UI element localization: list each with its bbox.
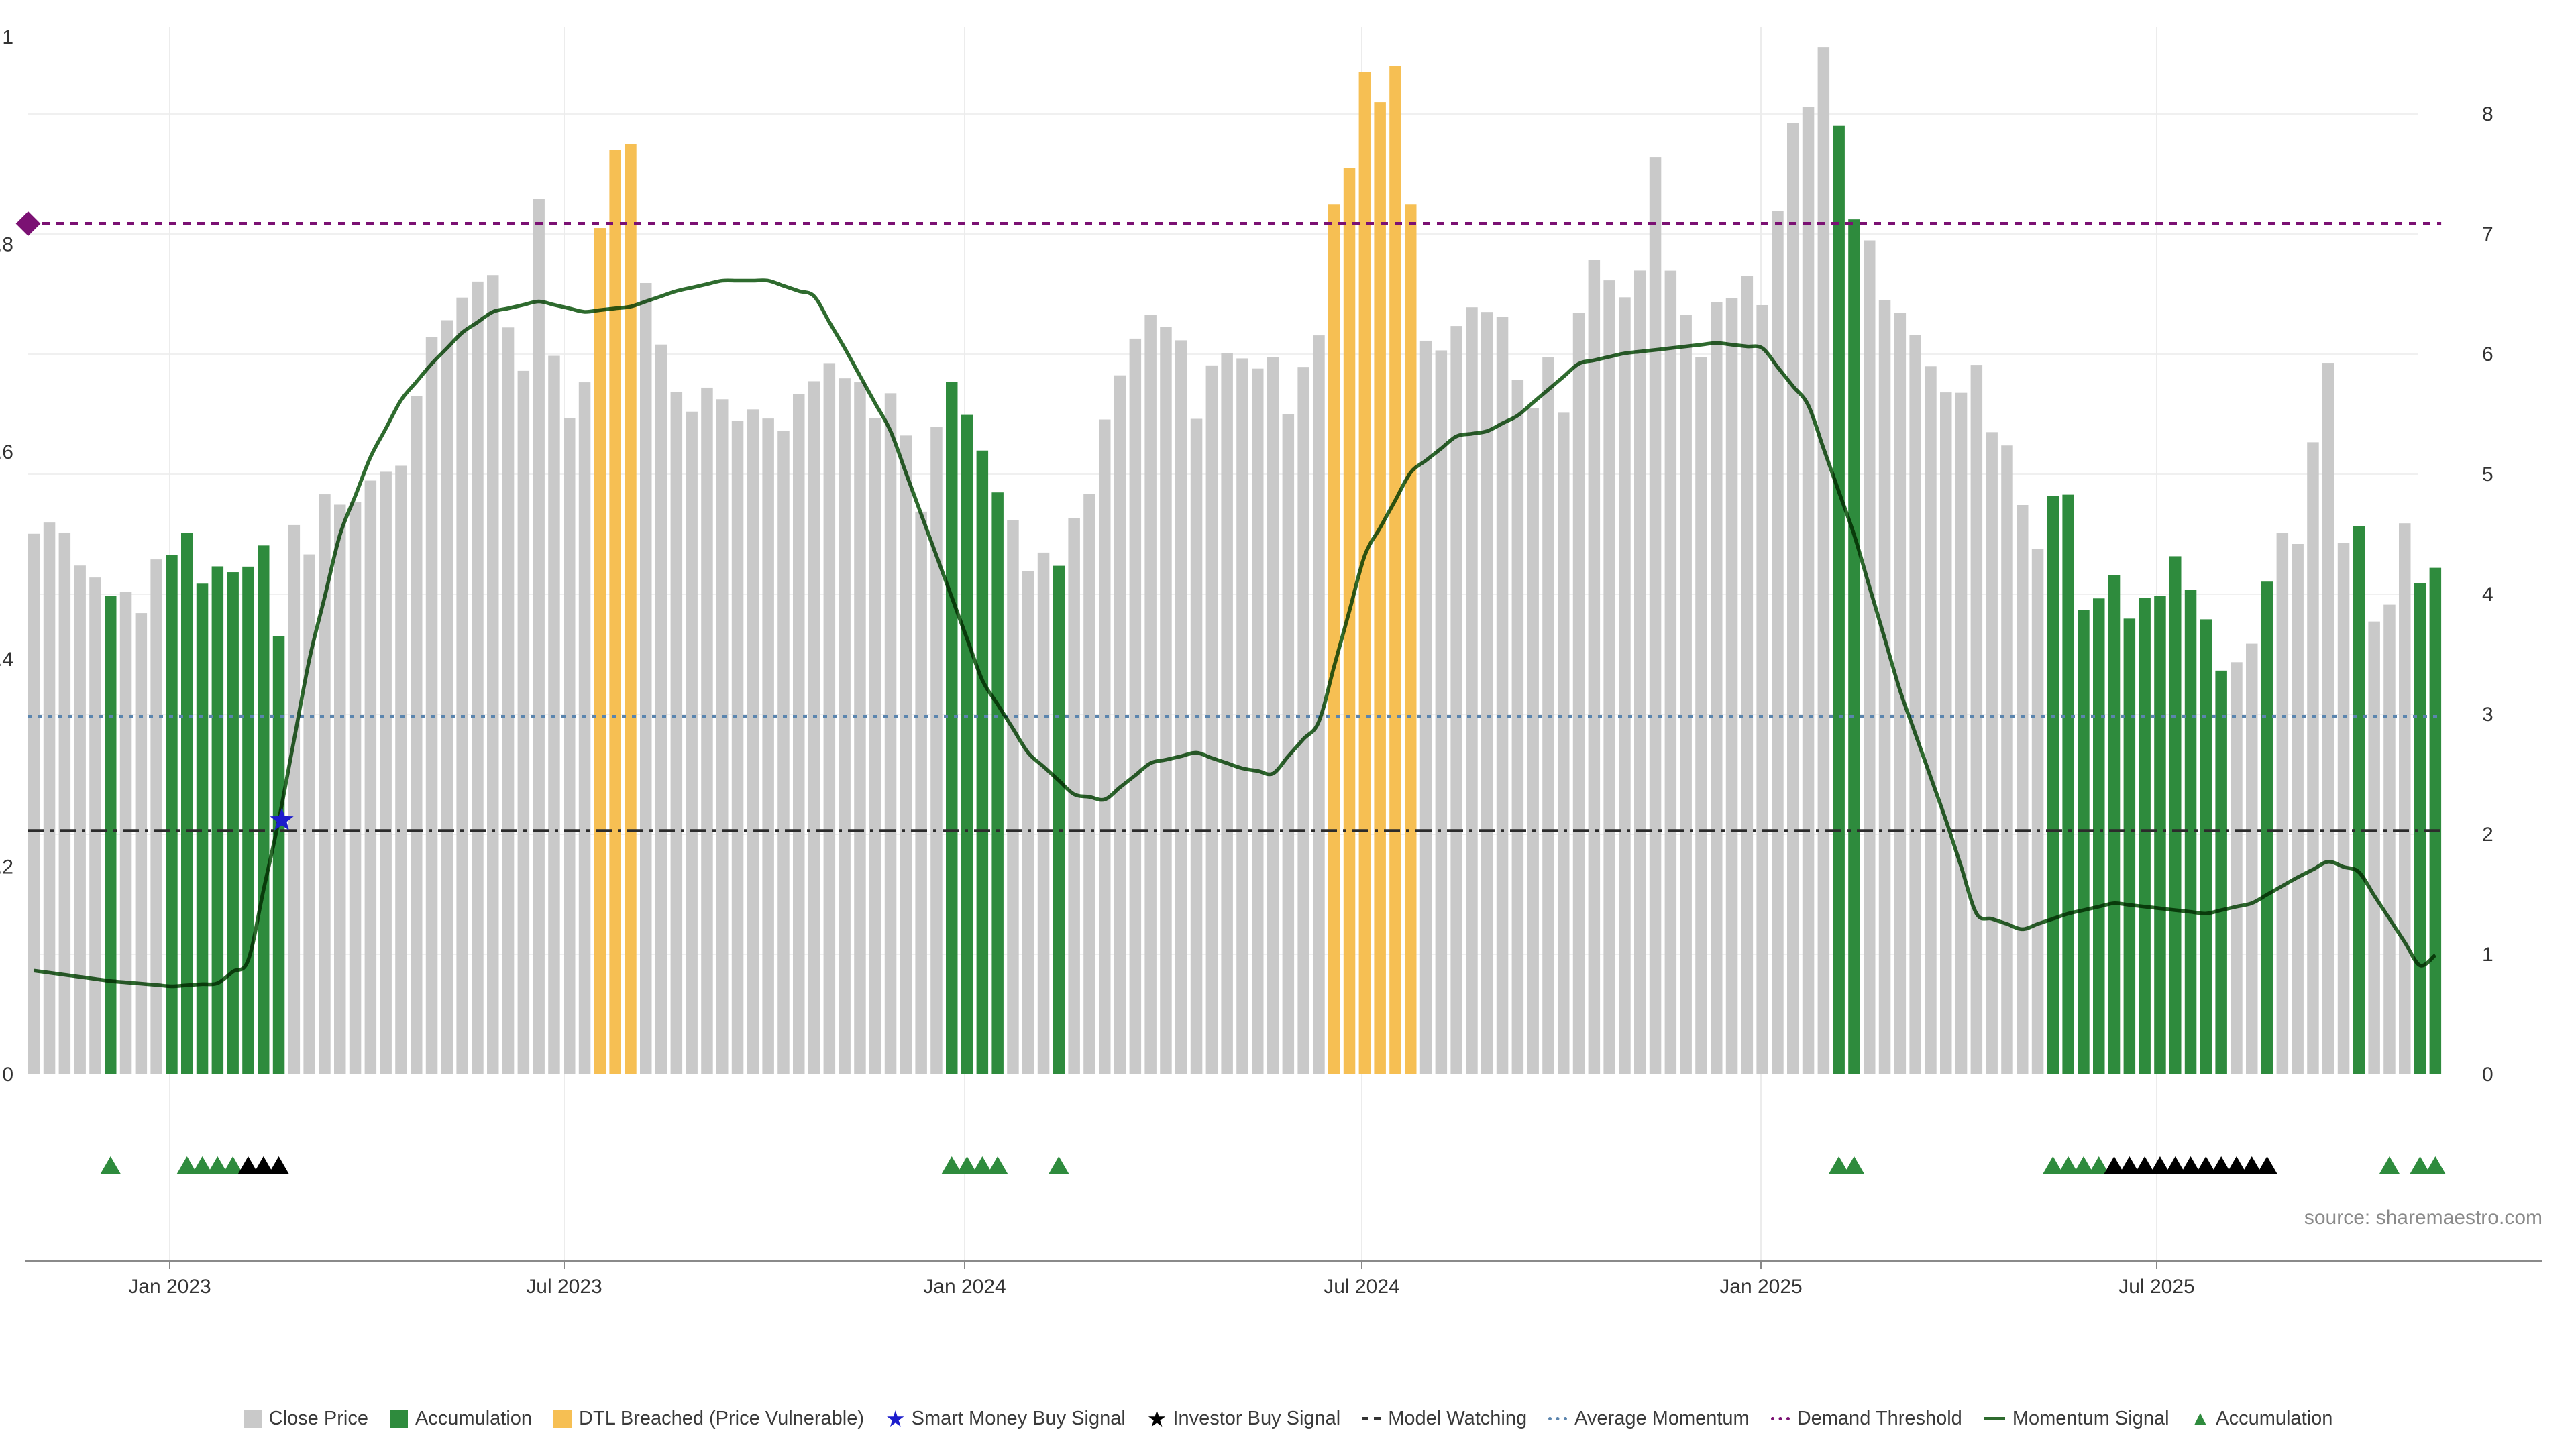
svg-text:Jul 2025: Jul 2025 (2118, 1276, 2194, 1298)
svg-text:Jan 2023: Jan 2023 (128, 1276, 211, 1298)
svg-text:0.6: 0.6 (0, 441, 13, 463)
svg-text:7: 7 (2482, 223, 2493, 245)
svg-text:0.2: 0.2 (0, 856, 13, 879)
svg-text:5: 5 (2482, 463, 2493, 486)
svg-text:1: 1 (2482, 944, 2493, 966)
svg-text:0: 0 (2, 1064, 13, 1086)
svg-text:2: 2 (2482, 824, 2493, 846)
svg-text:0: 0 (2482, 1064, 2493, 1086)
svg-text:4: 4 (2482, 583, 2493, 606)
svg-text:3: 3 (2482, 704, 2493, 726)
svg-text:8: 8 (2482, 103, 2493, 125)
svg-text:Jan 2025: Jan 2025 (1719, 1276, 1802, 1298)
svg-text:Jan 2024: Jan 2024 (923, 1276, 1006, 1298)
svg-text:1: 1 (2, 26, 13, 48)
svg-text:6: 6 (2482, 343, 2493, 366)
svg-text:Jul 2024: Jul 2024 (1324, 1276, 1399, 1298)
svg-text:0.4: 0.4 (0, 649, 13, 671)
svg-text:Jul 2023: Jul 2023 (526, 1276, 602, 1298)
svg-text:source: sharemaestro.com: source: sharemaestro.com (2304, 1207, 2542, 1229)
svg-text:0.8: 0.8 (0, 233, 13, 256)
